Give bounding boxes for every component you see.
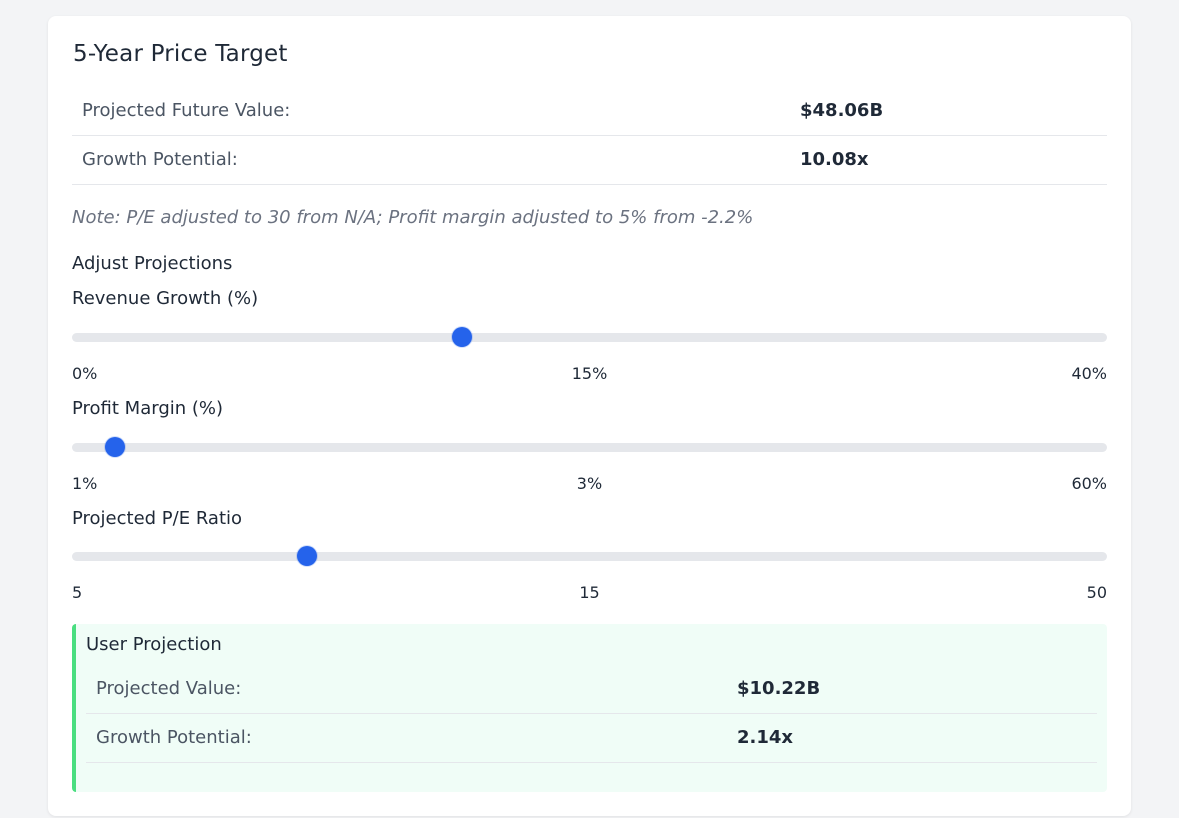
table-row: Projected Value: $10.22B	[86, 665, 1097, 714]
growth-potential-value: 10.08x	[800, 149, 869, 170]
table-row: Projected Future Value: $48.06B	[72, 87, 1107, 136]
user-projection-panel: User Projection Projected Value: $10.22B…	[72, 624, 1107, 792]
pe-ratio-min: 5	[72, 583, 83, 602]
user-projection-table: Projected Value: $10.22B Growth Potentia…	[86, 665, 1097, 763]
user-growth-potential-label: Growth Potential:	[96, 727, 252, 748]
price-target-table: Projected Future Value: $48.06B Growth P…	[72, 87, 1107, 185]
revenue-growth-ticks: 0% 15% 40%	[72, 364, 1107, 384]
projected-future-value-label: Projected Future Value:	[82, 100, 291, 121]
revenue-growth-slider[interactable]	[72, 327, 1107, 347]
pe-ratio-label: Projected P/E Ratio	[72, 508, 243, 529]
profit-margin-label: Profit Margin (%)	[72, 398, 224, 419]
profit-margin-mid: 3%	[576, 474, 603, 493]
projected-value-label: Projected Value:	[96, 678, 242, 699]
profit-margin-slider[interactable]	[72, 437, 1107, 457]
price-target-card: 5-Year Price Target Projected Future Val…	[48, 16, 1131, 816]
profit-margin-max: 60%	[1071, 474, 1107, 493]
pe-ratio-mid: 15	[579, 583, 600, 602]
revenue-growth-slider-thumb[interactable]	[452, 327, 473, 347]
adjustment-note: Note: P/E adjusted to 30 from N/A; Profi…	[72, 207, 754, 228]
profit-margin-slider-thumb[interactable]	[105, 437, 126, 457]
revenue-growth-max: 40%	[1071, 364, 1107, 383]
user-growth-potential-value: 2.14x	[737, 727, 794, 748]
pe-ratio-ticks: 5 15 50	[72, 583, 1107, 603]
pe-ratio-slider[interactable]	[72, 546, 1107, 566]
projected-value: $10.22B	[737, 678, 821, 699]
revenue-growth-label: Revenue Growth (%)	[72, 288, 259, 309]
pe-ratio-slider-thumb[interactable]	[296, 546, 317, 566]
profit-margin-min: 1%	[72, 474, 98, 493]
projected-future-value: $48.06B	[800, 100, 884, 121]
table-row: Growth Potential: 10.08x	[72, 136, 1107, 185]
table-row: Growth Potential: 2.14x	[86, 714, 1097, 763]
card-title: 5-Year Price Target	[73, 41, 288, 67]
adjust-projections-heading: Adjust Projections	[72, 253, 233, 274]
pe-ratio-max: 50	[1086, 583, 1107, 602]
user-projection-heading: User Projection	[86, 634, 222, 655]
growth-potential-label: Growth Potential:	[82, 149, 238, 170]
revenue-growth-mid: 15%	[571, 364, 608, 383]
profit-margin-ticks: 1% 3% 60%	[72, 474, 1107, 494]
revenue-growth-min: 0%	[72, 364, 98, 383]
